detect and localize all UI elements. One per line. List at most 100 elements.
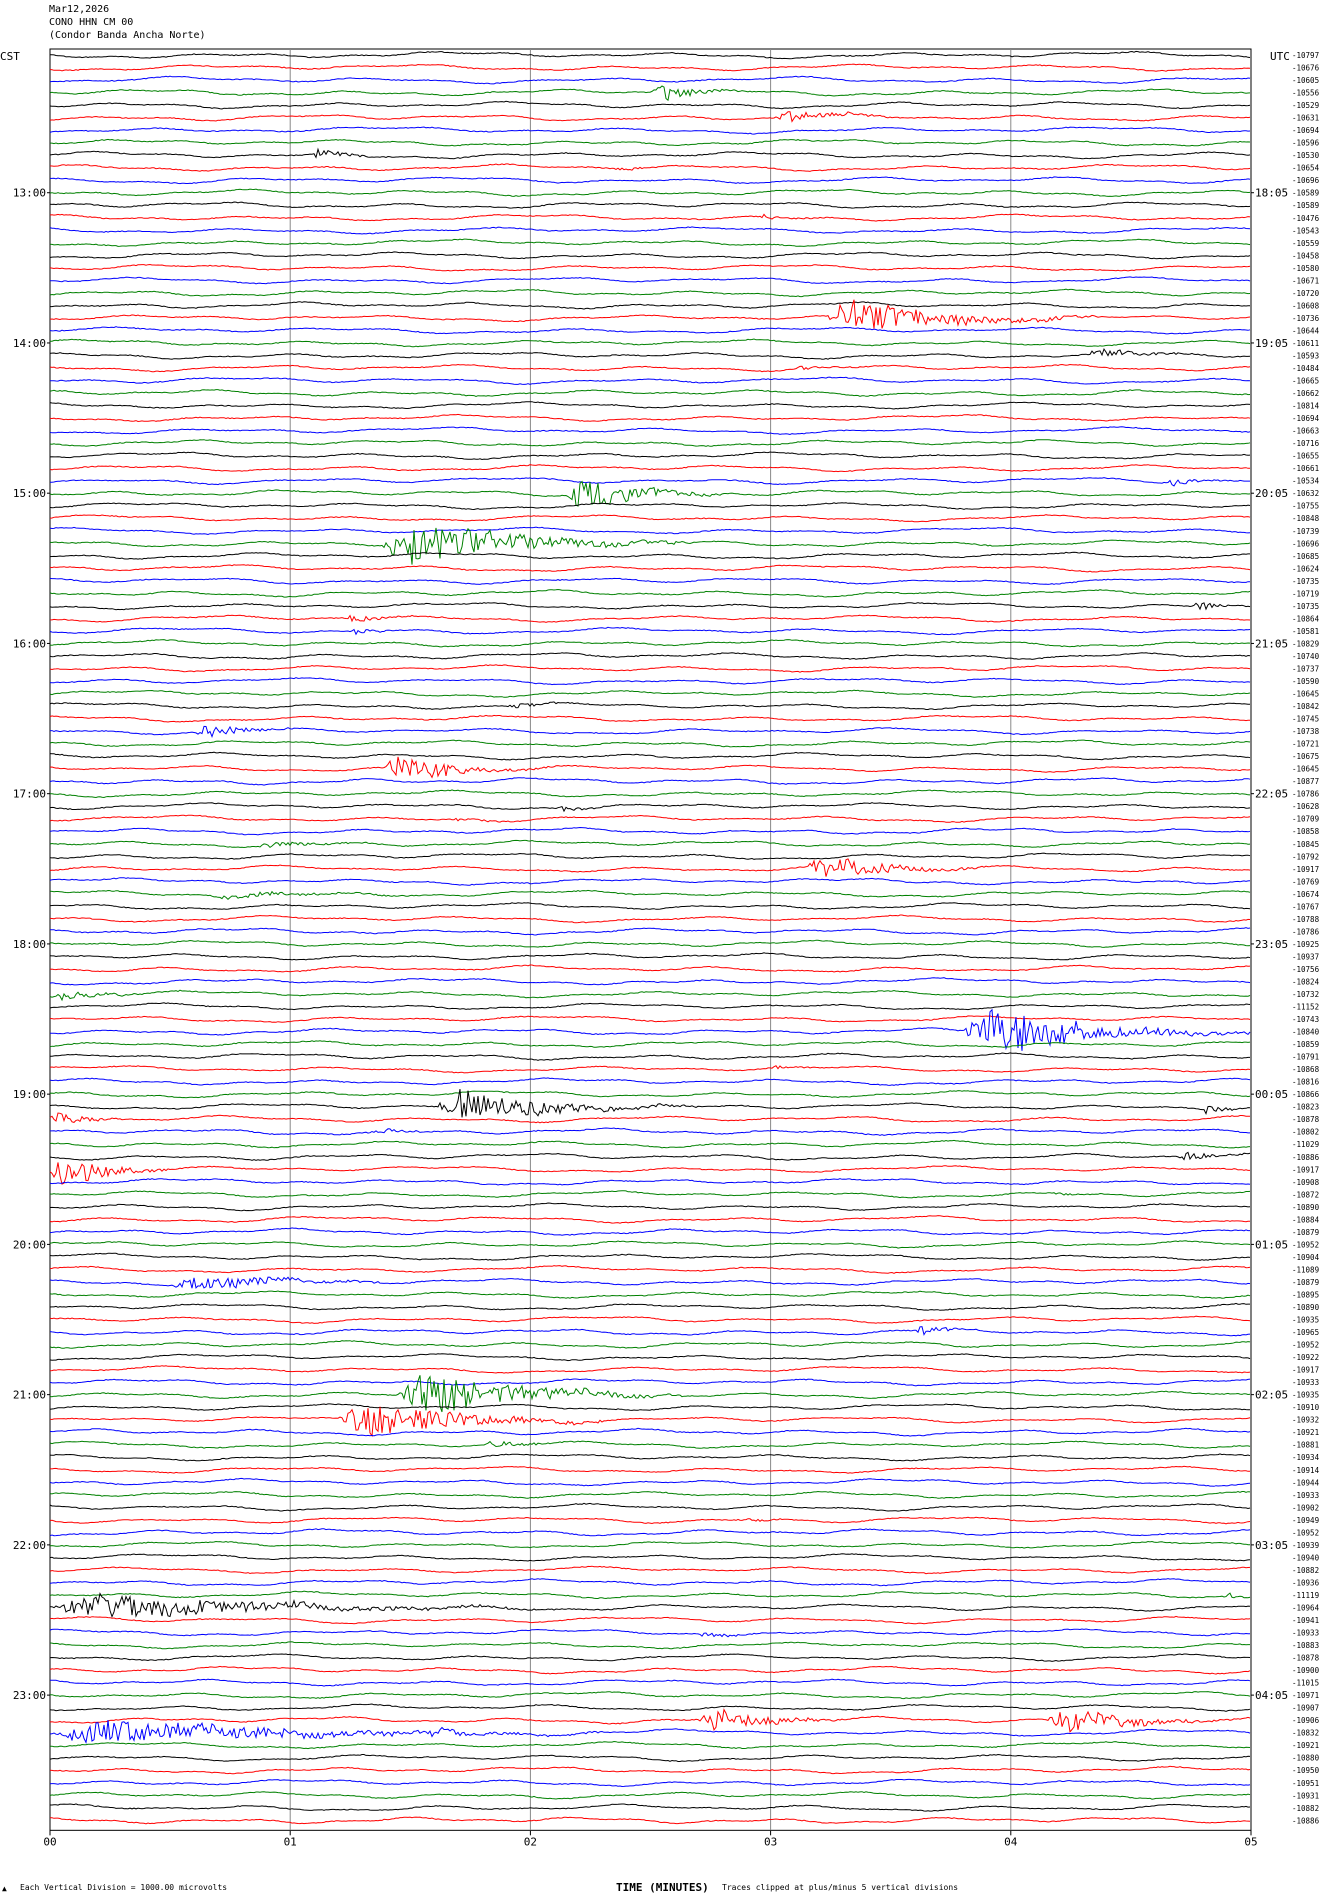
trace-offset-label: -10624 <box>1292 564 1320 573</box>
trace-offset-label: -10814 <box>1292 402 1320 411</box>
trace-offset-label: -10458 <box>1292 251 1320 260</box>
trace-offset-label: -10694 <box>1292 414 1320 423</box>
trace-offset-label: -10644 <box>1292 326 1320 335</box>
trace-offset-label: -10845 <box>1292 840 1319 849</box>
seismic-trace <box>49 176 1251 185</box>
trace-offset-label: -10792 <box>1292 852 1319 861</box>
x-tick-label: 00 <box>43 1835 56 1848</box>
trace-offset-label: -10589 <box>1292 201 1319 210</box>
trace-offset-label: -10580 <box>1292 264 1320 273</box>
seismic-trace <box>49 1528 1251 1537</box>
trace-offset-label: -10735 <box>1292 602 1319 611</box>
trace-offset-label: -10890 <box>1292 1203 1320 1212</box>
trace-offset-label: -10529 <box>1292 101 1319 110</box>
seismic-trace <box>49 701 1251 711</box>
trace-offset-label: -10848 <box>1292 514 1320 523</box>
seismic-trace <box>49 1040 1251 1048</box>
trace-offset-label: -10895 <box>1292 1290 1319 1299</box>
seismic-trace <box>49 347 1251 360</box>
seismic-trace <box>50 1008 1251 1051</box>
trace-offset-label: -10933 <box>1292 1491 1319 1500</box>
trace-offset-label: -10736 <box>1292 314 1320 323</box>
trace-offset-label: -10908 <box>1292 1178 1320 1187</box>
seismic-trace <box>49 1691 1251 1700</box>
seismic-trace <box>49 1590 1251 1600</box>
seismic-trace <box>49 826 1251 836</box>
seismic-trace <box>49 639 1251 648</box>
trace-offset-label: -10840 <box>1292 1028 1320 1037</box>
seismic-trace <box>50 276 1251 285</box>
trace-offset-label: -10721 <box>1292 740 1319 749</box>
seismic-trace <box>49 1403 1251 1411</box>
seismic-trace <box>49 1765 1251 1775</box>
trace-offset-label: -10530 <box>1292 151 1320 160</box>
trace-offset-label: -10543 <box>1292 226 1319 235</box>
seismic-trace <box>49 1340 1251 1349</box>
seismic-trace <box>49 1162 1250 1185</box>
trace-offset-label: -10694 <box>1292 126 1320 135</box>
time-label-utc: 03:05 <box>1255 1539 1288 1552</box>
seismic-trace <box>49 689 1251 698</box>
time-label-cst: 22:00 <box>13 1539 46 1552</box>
footer-clip-note: Traces clipped at plus/minus 5 vertical … <box>722 1883 959 1892</box>
seismic-trace <box>50 1803 1251 1812</box>
seismic-trace <box>49 389 1251 398</box>
x-tick-label: 02 <box>524 1835 537 1848</box>
seismic-trace <box>49 914 1251 924</box>
trace-offset-label: -10824 <box>1292 977 1320 986</box>
trace-offset-label: -10534 <box>1292 477 1320 486</box>
time-label-utc: 21:05 <box>1255 637 1288 650</box>
seismic-trace <box>49 902 1251 910</box>
trace-offset-label: -10645 <box>1292 765 1319 774</box>
trace-offset-label: -10890 <box>1292 1303 1320 1312</box>
seismic-trace <box>50 1127 1250 1136</box>
time-label-utc: 22:05 <box>1255 788 1288 801</box>
time-label-cst: 23:00 <box>13 1689 46 1702</box>
trace-offset-label: -10791 <box>1292 1053 1319 1062</box>
trace-offset-label: -11029 <box>1292 1140 1319 1149</box>
trace-offset-label: -10732 <box>1292 990 1319 999</box>
seismic-trace <box>49 1578 1251 1587</box>
trace-offset-label: -10878 <box>1292 1115 1320 1124</box>
seismic-trace <box>49 1592 1251 1619</box>
seismic-trace <box>49 1112 1251 1124</box>
seismic-trace <box>49 1353 1251 1362</box>
seismic-trace <box>49 1565 1251 1575</box>
trace-offset-label: -10655 <box>1292 452 1319 461</box>
seismic-trace <box>49 964 1251 973</box>
trace-offset-label: -10882 <box>1292 1804 1319 1813</box>
trace-offset-label: -10971 <box>1292 1691 1319 1700</box>
trace-offset-label: -10884 <box>1292 1215 1320 1224</box>
trace-offset-label: -10662 <box>1292 389 1319 398</box>
seismic-trace <box>49 527 1251 565</box>
trace-offset-label: -10951 <box>1292 1779 1319 1788</box>
seismic-trace <box>49 939 1251 948</box>
seismic-trace <box>49 126 1251 135</box>
trace-offset-label: -10949 <box>1292 1516 1319 1525</box>
seismic-trace <box>49 677 1251 686</box>
trace-offset-label: -10590 <box>1292 677 1320 686</box>
trace-offset-label: -10685 <box>1292 552 1319 561</box>
trace-offset-label: -10932 <box>1292 1416 1319 1425</box>
trace-offset-label: -10786 <box>1292 790 1320 799</box>
seismic-trace <box>50 1816 1251 1825</box>
trace-offset-label: -10589 <box>1292 189 1319 198</box>
seismic-trace <box>49 1089 1251 1118</box>
seismic-trace <box>49 725 1251 739</box>
seismic-trace <box>49 1791 1251 1800</box>
trace-offset-label: -10872 <box>1292 1190 1319 1199</box>
trace-offset-label: -10735 <box>1292 577 1319 586</box>
seismic-trace <box>49 577 1251 585</box>
trace-offset-label: -10965 <box>1292 1328 1319 1337</box>
seismic-trace <box>49 1477 1251 1487</box>
trace-offset-label: -10964 <box>1292 1603 1320 1612</box>
time-label-cst: 16:00 <box>13 637 46 650</box>
trace-offset-label: -10696 <box>1292 539 1320 548</box>
seismic-trace <box>49 814 1251 823</box>
seismic-trace <box>49 1252 1251 1261</box>
header-date: Mar12,2026 <box>49 4 110 15</box>
seismic-trace <box>49 50 1251 60</box>
seismic-trace <box>49 756 1251 779</box>
seismic-trace <box>49 877 1251 886</box>
